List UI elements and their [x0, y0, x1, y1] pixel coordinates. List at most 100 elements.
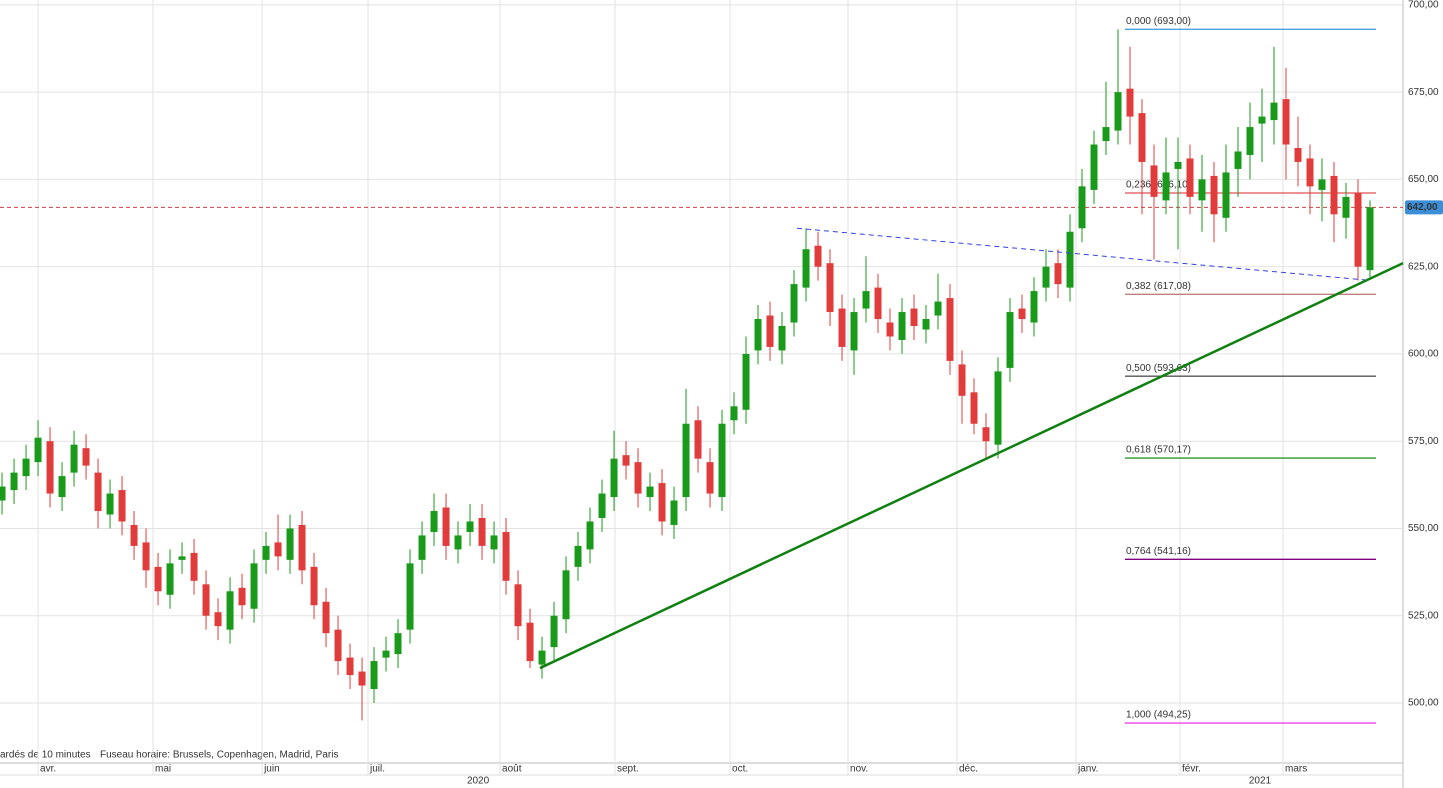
candle-body: [370, 661, 378, 690]
candle-body: [1042, 266, 1050, 288]
candle-body: [850, 312, 858, 351]
y-tick-label: 600,00: [1408, 349, 1439, 360]
candle-body: [214, 612, 222, 627]
x-tick-label: janv.: [1077, 764, 1098, 775]
candle-body: [1126, 88, 1134, 117]
candle-body: [1306, 158, 1314, 187]
candle-body: [298, 524, 306, 571]
candle-body: [874, 287, 882, 320]
candle-body: [490, 535, 498, 550]
candle-body: [358, 671, 366, 686]
candle-body: [646, 486, 654, 498]
candle-body: [1330, 175, 1338, 215]
candle-body: [1270, 102, 1278, 121]
candle-body: [622, 455, 630, 466]
candle-body: [970, 392, 978, 424]
candle-body: [1198, 179, 1206, 201]
candle-body: [1174, 161, 1182, 169]
candle-body: [1318, 179, 1326, 190]
year-label: 2021: [1249, 776, 1272, 787]
candle-body: [562, 570, 570, 620]
x-tick-label: mars: [1285, 764, 1307, 775]
candle-body: [730, 406, 738, 421]
x-tick-label: juil.: [369, 764, 385, 775]
candle-body: [1090, 144, 1098, 190]
candle-body: [1294, 147, 1302, 162]
candle-body: [694, 420, 702, 459]
candle-body: [10, 472, 18, 491]
candle-body: [1006, 312, 1014, 368]
candle-body: [706, 462, 714, 494]
candle-body: [1030, 291, 1038, 323]
candle-body: [178, 556, 186, 560]
candle-body: [238, 587, 246, 606]
candle-body: [502, 531, 510, 581]
candle-body: [634, 462, 642, 494]
candle-body: [610, 458, 618, 498]
year-label: 2020: [467, 776, 490, 787]
last-price-label: 642,00: [1407, 202, 1438, 213]
footnote: ardés de 10 minutes: [0, 750, 91, 761]
candle-body: [778, 326, 786, 351]
x-tick-label: mai: [155, 764, 171, 775]
y-tick-label: 550,00: [1408, 523, 1439, 534]
candle-body: [286, 528, 294, 560]
x-tick-label: juin: [263, 764, 280, 775]
candle-body: [1150, 165, 1158, 197]
candle-body: [586, 521, 594, 550]
candle-body: [310, 566, 318, 606]
candle-body: [190, 552, 198, 581]
candle-body: [1186, 158, 1194, 197]
candle-body: [1162, 172, 1170, 201]
candle-body: [682, 423, 690, 498]
x-tick-label: nov.: [850, 764, 868, 775]
candle-body: [742, 353, 750, 410]
candle-body: [406, 563, 414, 630]
x-tick-label: oct.: [732, 764, 748, 775]
fib-label: 0,000 (693,00): [1126, 16, 1191, 27]
candle-body: [46, 441, 54, 494]
x-tick-label: avr.: [40, 764, 56, 775]
candle-body: [454, 535, 462, 550]
x-tick-label: août: [502, 764, 522, 775]
candle-body: [34, 437, 42, 463]
candle-body: [526, 622, 534, 662]
fib-label: 0,500 (593,63): [1126, 363, 1191, 374]
candle-body: [838, 308, 846, 347]
candle-body: [886, 322, 894, 337]
candle-body: [1138, 113, 1146, 162]
candle-body: [322, 601, 330, 634]
candle-body: [442, 507, 450, 546]
candle-body: [898, 312, 906, 340]
candle-body: [922, 319, 930, 330]
candle-body: [814, 245, 822, 267]
x-tick-label: déc.: [959, 764, 978, 775]
candle-body: [0, 486, 6, 501]
candle-body: [1078, 186, 1086, 229]
candle-body: [550, 615, 558, 648]
candle-body: [1234, 151, 1242, 169]
candle-body: [946, 298, 954, 361]
candle-body: [1354, 193, 1362, 267]
x-tick-label: sept.: [617, 764, 639, 775]
candle-body: [1102, 127, 1110, 142]
y-tick-label: 675,00: [1408, 87, 1439, 98]
candle-body: [142, 542, 150, 571]
candle-body: [958, 364, 966, 396]
candle-body: [826, 263, 834, 313]
candle-body: [22, 458, 30, 477]
candle-body: [802, 249, 810, 288]
candle-body: [1018, 308, 1026, 320]
candle-body: [478, 517, 486, 546]
y-tick-label: 575,00: [1408, 436, 1439, 447]
candle-body: [574, 545, 582, 567]
candle-body: [106, 493, 114, 515]
candle-body: [346, 657, 354, 676]
fib-label: 0,236 (646,10): [1126, 180, 1191, 191]
candle-body: [658, 483, 666, 522]
last-price-box: [1405, 200, 1443, 215]
candle-body: [718, 423, 726, 498]
candle-body: [1222, 172, 1230, 218]
candle-body: [94, 472, 102, 511]
